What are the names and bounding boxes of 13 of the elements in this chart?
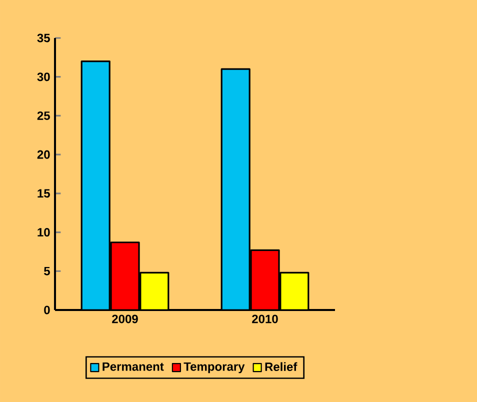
x-tick-label: 2009	[112, 314, 138, 324]
x-tick-label: 2010	[252, 314, 278, 324]
legend-label: Temporary	[184, 362, 245, 374]
y-tick-label: 35	[37, 34, 50, 42]
y-tick-label: 20	[37, 150, 50, 159]
y-tick-label: 10	[38, 228, 50, 237]
y-tick-label: 25	[37, 111, 50, 120]
y-tick-label: 30	[37, 72, 50, 82]
y-tick-label: 5	[44, 266, 50, 276]
y-tick-label: 0	[44, 306, 50, 314]
y-tick-label: 15	[38, 189, 50, 198]
legend-label: Permanent	[102, 362, 164, 371]
legend-label: Relief	[265, 362, 298, 372]
